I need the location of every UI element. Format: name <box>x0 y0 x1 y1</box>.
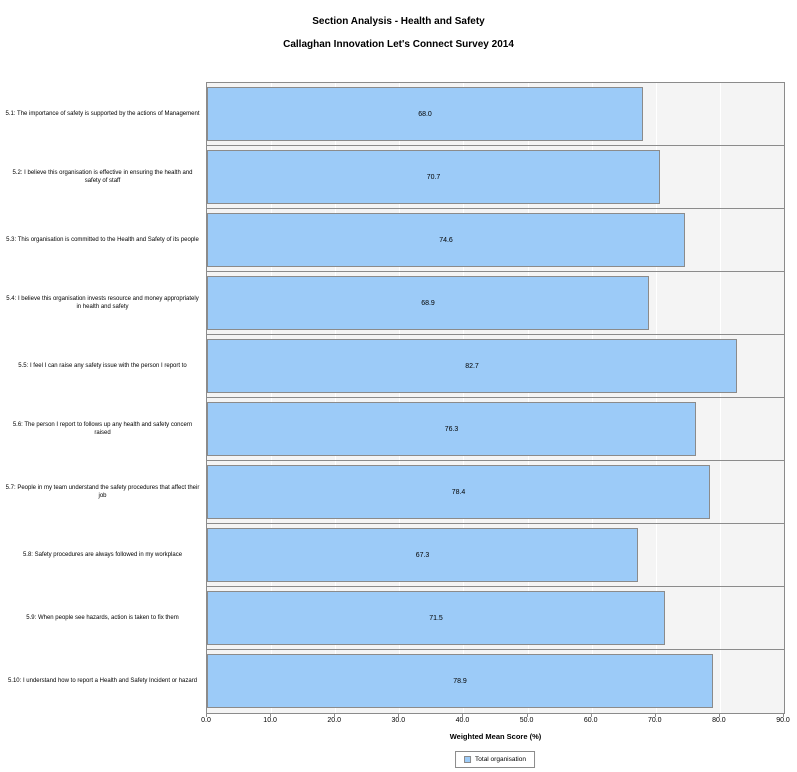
x-axis-tick-mark <box>206 714 207 717</box>
category-label: 5.6: The person I report to follows up a… <box>12 421 193 436</box>
gridline <box>591 83 593 713</box>
bar: 78.4 <box>207 465 710 519</box>
gridline <box>655 83 657 713</box>
x-axis-tick-label: 50.0 <box>519 717 534 724</box>
category-label: 5.4: I believe this organisation invests… <box>6 295 199 310</box>
bar-row: 82.7 <box>207 335 784 398</box>
bar-row: 78.9 <box>207 650 784 713</box>
x-axis-tick-label: 10.0 <box>263 717 277 724</box>
category-label: 5.8: Safety procedures are always follow… <box>22 551 183 558</box>
bar-value-label: 71.5 <box>429 614 443 622</box>
x-axis-tick-label: 60.0 <box>583 717 598 724</box>
gridline <box>335 83 337 713</box>
x-axis-tick-label: 40.0 <box>455 717 470 724</box>
bar-value-label: 74.6 <box>439 236 453 244</box>
bar-value-label: 82.7 <box>465 362 479 370</box>
x-axis-tick-label: 80.0 <box>712 717 726 724</box>
gridline <box>271 83 273 713</box>
bar: 68.9 <box>207 276 649 330</box>
category-label: 5.9: When people see hazards, action is … <box>26 614 179 621</box>
x-axis-tick-mark <box>526 714 528 717</box>
category-label: 5.5: I feel I can raise any safety issue… <box>18 362 187 369</box>
x-axis-tick-mark <box>590 714 592 717</box>
bar: 67.3 <box>207 528 638 582</box>
x-axis-tick-label: 90.0 <box>776 717 790 724</box>
bar-row: 78.4 <box>207 461 784 524</box>
bar-row: 68.9 <box>207 272 784 335</box>
bar-value-label: 68.9 <box>421 299 435 307</box>
x-axis-tick-label: 20.0 <box>327 717 342 724</box>
bar-row: 68.0 <box>207 83 784 146</box>
bar: 70.7 <box>207 150 660 204</box>
x-axis-tick-mark <box>654 714 656 717</box>
gridline <box>463 83 465 713</box>
chart-title: Section Analysis - Health and Safety <box>312 16 485 27</box>
x-axis-tick-mark <box>398 714 400 717</box>
category-axis-labels: 5.1: The importance of safety is support… <box>2 82 203 712</box>
bar: 71.5 <box>207 591 665 645</box>
bar: 68.0 <box>207 87 643 141</box>
gridline <box>527 83 529 713</box>
plot-area: 68.0 70.7 74.6 68.9 82.7 76.3 78.4 67.3 71.5 78.9 <box>206 82 785 714</box>
bar-row: 70.7 <box>207 146 784 209</box>
x-axis-tick-mark <box>462 714 464 717</box>
x-axis-title: Weighted Mean Score (%) <box>449 732 542 741</box>
category-label: 5.2: I believe this organisation is effe… <box>12 169 193 184</box>
bar: 76.3 <box>207 402 696 456</box>
legend: Total organisation <box>455 751 535 768</box>
bar: 74.6 <box>207 213 685 267</box>
bar-value-label: 78.4 <box>451 488 466 496</box>
bar-row: 71.5 <box>207 587 784 650</box>
gridline <box>719 83 721 713</box>
bar-value-label: 68.0 <box>418 110 432 118</box>
category-label: 5.1: The importance of safety is support… <box>5 110 200 117</box>
x-axis-tick-mark <box>718 714 720 717</box>
x-axis-tick-mark <box>270 714 272 717</box>
x-axis-tick-mark <box>783 714 784 717</box>
bar-row: 74.6 <box>207 209 784 272</box>
chart-subtitle: Callaghan Innovation Let's Connect Surve… <box>283 39 514 50</box>
bar-value-label: 78.9 <box>453 677 467 685</box>
category-label: 5.3: This organisation is committed to t… <box>6 236 199 243</box>
bar-value-label: 76.3 <box>444 425 459 433</box>
bar: 78.9 <box>207 654 713 708</box>
category-label: 5.7: People in my team understand the sa… <box>5 484 200 499</box>
bar-value-label: 67.3 <box>415 551 430 559</box>
x-axis-tick-mark <box>334 714 336 717</box>
bar-row: 76.3 <box>207 398 784 461</box>
bar-row: 67.3 <box>207 524 784 587</box>
gridline <box>399 83 401 713</box>
category-label: 5.10: I understand how to report a Healt… <box>7 677 198 684</box>
bar: 82.7 <box>207 339 737 393</box>
legend-label: Total organisation <box>475 756 526 763</box>
x-axis-tick-label: 30.0 <box>391 717 406 724</box>
bar-value-label: 70.7 <box>426 173 441 181</box>
x-axis-tick-label: 70.0 <box>647 717 662 724</box>
x-axis-tick-label: 0.0 <box>201 717 211 724</box>
legend-marker-icon <box>464 756 472 763</box>
